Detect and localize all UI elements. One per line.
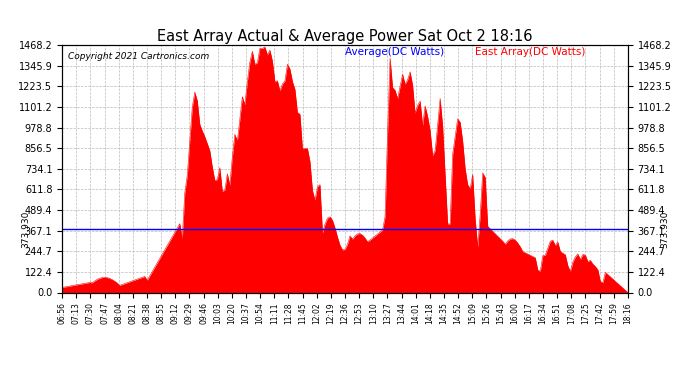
- Text: Average(DC Watts): Average(DC Watts): [345, 48, 444, 57]
- Text: Copyright 2021 Cartronics.com: Copyright 2021 Cartronics.com: [68, 53, 209, 62]
- Title: East Array Actual & Average Power Sat Oct 2 18:16: East Array Actual & Average Power Sat Oc…: [157, 29, 533, 44]
- Text: 373.930: 373.930: [21, 211, 30, 248]
- Text: 373.930: 373.930: [660, 211, 669, 248]
- Text: East Array(DC Watts): East Array(DC Watts): [475, 48, 586, 57]
